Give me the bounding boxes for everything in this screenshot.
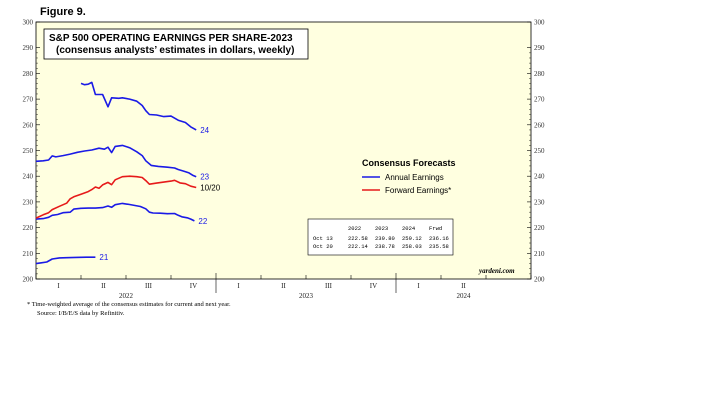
year-label: 2022 xyxy=(119,292,134,300)
y-tick-label-left: 290 xyxy=(23,44,34,52)
table-box xyxy=(307,218,454,256)
series-line-e22 xyxy=(35,202,195,222)
estimates-table: 2022 2023 2024 Frwd Oct 13 222.58 239.80 259.12… xyxy=(307,218,454,256)
table-header-cell: 2023 xyxy=(375,225,388,232)
table-cell: 259.12 xyxy=(402,235,422,242)
series-line-e23 xyxy=(35,144,197,178)
y-tick-label-left: 220 xyxy=(23,224,34,232)
year-label: 2024 xyxy=(457,292,472,300)
series-end-label-fwd: 10/20 xyxy=(200,184,221,193)
chart-subtitle: (consensus analysts’ estimates in dollar… xyxy=(56,45,294,56)
y-tick-label-right: 300 xyxy=(534,19,545,27)
series-end-label-e24: 24 xyxy=(200,126,209,135)
y-tick-label-right: 260 xyxy=(534,121,545,129)
quarter-label: II xyxy=(461,282,466,290)
chart-title: S&P 500 OPERATING EARNINGS PER SHARE-202… xyxy=(49,33,293,44)
series-line-e21 xyxy=(35,256,96,265)
legend-label-annual: Annual Earnings xyxy=(385,173,444,182)
series-end-label-e22: 22 xyxy=(198,217,207,226)
quarter-label: II xyxy=(101,282,106,290)
source-note: Source: I/B/E/S data by Refinitiv. xyxy=(37,310,125,317)
y-tick-label-right: 240 xyxy=(534,173,545,181)
figure-label: Figure 9. xyxy=(40,6,86,18)
y-tick-label-right: 200 xyxy=(534,276,545,284)
table-cell: 236.16 xyxy=(429,235,449,242)
y-tick-label-right: 270 xyxy=(534,96,545,104)
table-cell: 222.58 xyxy=(348,235,368,242)
title-box xyxy=(43,28,309,60)
y-tick-label-left: 250 xyxy=(23,147,34,155)
table-cell: 258.03 xyxy=(402,243,422,250)
quarter-label: III xyxy=(145,282,153,290)
legend: Consensus Forecasts Annual Earnings Forw… xyxy=(362,158,456,195)
quarter-label: III xyxy=(325,282,333,290)
y-tick-label-right: 250 xyxy=(534,147,545,155)
y-tick-label-right: 210 xyxy=(534,250,545,258)
y-tick-label-left: 200 xyxy=(23,276,34,284)
y-tick-label-right: 290 xyxy=(534,44,545,52)
brand-label: yardeni.com xyxy=(478,267,515,275)
quarter-label: I xyxy=(417,282,420,290)
year-label: 2023 xyxy=(299,292,314,300)
y-tick-label-right: 220 xyxy=(534,224,545,232)
table-cell: 235.58 xyxy=(429,243,449,250)
table-header-cell: Frwd xyxy=(429,225,442,232)
series-end-label-e23: 23 xyxy=(200,173,209,182)
y-tick-label-right: 230 xyxy=(534,198,545,206)
legend-title: Consensus Forecasts xyxy=(362,158,456,168)
table-cell: Oct 20 xyxy=(313,243,333,250)
table-header-cell: 2022 xyxy=(348,225,361,232)
quarter-label: II xyxy=(281,282,286,290)
legend-label-forward: Forward Earnings* xyxy=(385,186,451,195)
y-tick-label-left: 270 xyxy=(23,96,34,104)
y-tick-label-left: 260 xyxy=(23,121,34,129)
y-tick-label-left: 280 xyxy=(23,70,34,78)
quarter-label: IV xyxy=(190,282,197,290)
y-tick-label-right: 280 xyxy=(534,70,545,78)
y-tick-label-left: 240 xyxy=(23,173,34,181)
y-tick-label-left: 230 xyxy=(23,198,34,206)
quarter-label: IV xyxy=(370,282,377,290)
y-tick-label-left: 210 xyxy=(23,250,34,258)
series-line-e24 xyxy=(80,81,197,131)
quarter-label: I xyxy=(237,282,240,290)
quarter-label: I xyxy=(57,282,60,290)
table-cell: 239.80 xyxy=(375,235,395,242)
table-cell: Oct 13 xyxy=(313,235,333,242)
series-end-label-e21: 21 xyxy=(99,253,108,262)
series-lines: 21 22 23 24 10/20 xyxy=(35,81,221,265)
series-line-fwd xyxy=(35,175,197,219)
table-cell: 222.14 xyxy=(348,243,369,250)
footnote: * Time-weighted average of the consensus… xyxy=(27,301,231,308)
table-header-cell: 2024 xyxy=(402,225,416,232)
y-tick-label-left: 300 xyxy=(23,19,34,27)
table-cell: 238.78 xyxy=(375,243,395,250)
